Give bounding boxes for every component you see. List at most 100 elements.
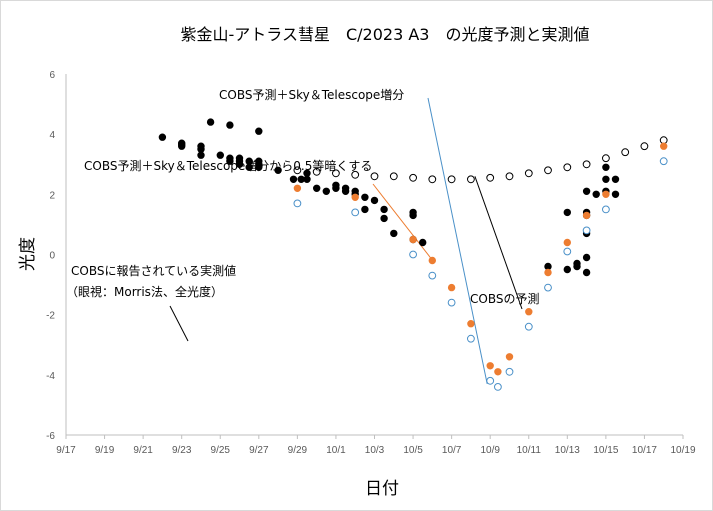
point-sky_telescope — [447, 298, 456, 307]
point-cobs_prediction — [447, 175, 456, 184]
point-observed — [245, 157, 253, 165]
point-observed — [611, 175, 620, 184]
point-minus_half_mag — [486, 362, 494, 370]
point-cobs_prediction — [486, 173, 495, 182]
point-observed — [303, 175, 311, 184]
point-observed — [370, 196, 379, 205]
x-tick-label: 10/7 — [442, 445, 462, 456]
point-minus_half_mag — [351, 193, 359, 202]
axes — [65, 74, 683, 436]
point-minus_half_mag — [660, 142, 668, 150]
point-observed — [380, 205, 388, 214]
point-observed — [206, 118, 215, 126]
point-observed — [380, 214, 388, 223]
leader-observed — [169, 305, 189, 342]
point-observed — [289, 175, 298, 184]
point-observed — [235, 154, 244, 162]
point-observed — [197, 142, 205, 150]
series-observed — [158, 118, 620, 277]
y-tick-label: 0 — [49, 251, 55, 262]
annotation-observed-line2: （眼視：Morris法、全光度） — [66, 284, 223, 299]
point-observed — [563, 265, 571, 274]
point-observed — [419, 238, 427, 247]
point-minus_half_mag — [505, 353, 514, 361]
point-cobs_prediction — [544, 166, 552, 175]
point-sky_telescope — [505, 367, 514, 376]
point-observed — [274, 166, 282, 175]
point-cobs_prediction — [505, 172, 514, 181]
point-observed — [255, 127, 263, 135]
point-observed — [361, 205, 369, 214]
point-cobs_prediction — [621, 148, 630, 157]
point-sky_telescope — [428, 271, 437, 280]
x-tick-labels: 9/17 9/19 9/21 9/23 9/25 9/27 9/29 10/1 10/3 10/5… — [56, 435, 696, 456]
point-sky_telescope — [494, 383, 502, 391]
point-observed — [602, 175, 610, 184]
point-observed — [216, 151, 225, 159]
point-observed — [592, 190, 600, 199]
point-observed — [602, 163, 610, 172]
x-tick-label: 10/3 — [365, 445, 385, 456]
point-cobs_prediction — [467, 175, 475, 184]
series-minus_half_mag — [293, 142, 668, 376]
point-cobs_prediction — [409, 173, 418, 182]
point-cobs_prediction — [351, 170, 360, 179]
point-sky_telescope — [524, 322, 533, 331]
x-tick-label: 10/5 — [403, 445, 423, 456]
point-sky_telescope — [293, 199, 302, 208]
point-observed — [361, 193, 369, 202]
point-observed — [197, 151, 205, 159]
point-sky_telescope — [602, 205, 610, 214]
point-cobs_prediction — [312, 167, 321, 176]
y-tick-label: -2 — [46, 311, 55, 322]
chart-title: 紫金山-アトラス彗星 C/2023 A3 の光度予測と実測値 — [181, 25, 590, 44]
point-sky_telescope — [351, 208, 360, 217]
point-sky_telescope — [563, 247, 572, 256]
x-tick-label: 9/19 — [95, 445, 115, 456]
x-tick-label: 10/9 — [480, 445, 500, 456]
annotation-minus-half: COBS予測＋Sky＆Telescope増分から0.5等暗くする — [84, 158, 372, 173]
point-minus_half_mag — [525, 308, 533, 316]
point-observed — [341, 184, 350, 193]
point-minus_half_mag — [602, 190, 610, 199]
x-tick-label: 9/23 — [172, 445, 192, 456]
point-observed — [226, 121, 234, 129]
point-cobs_prediction — [524, 169, 533, 178]
point-cobs_prediction — [602, 154, 610, 163]
series-sky_telescope — [293, 157, 668, 391]
leader-cobs-prediction — [474, 176, 523, 310]
point-cobs_prediction — [582, 160, 591, 169]
y-tick-label: -4 — [46, 371, 55, 382]
x-tick-label: 9/29 — [288, 445, 308, 456]
series-cobs_prediction — [293, 136, 668, 184]
point-observed — [226, 154, 234, 162]
point-observed — [563, 208, 571, 217]
point-observed — [582, 253, 591, 262]
point-cobs_prediction — [563, 163, 572, 172]
point-sky_telescope — [544, 283, 552, 292]
x-tick-label: 10/17 — [632, 445, 657, 456]
x-tick-label: 9/17 — [56, 445, 76, 456]
point-observed — [582, 187, 591, 196]
y-tick-label: 4 — [49, 130, 55, 141]
y-tick-label: 2 — [49, 190, 55, 201]
annotation-cobs-prediction: COBSの予測 — [470, 292, 539, 306]
x-tick-label: 9/25 — [211, 445, 231, 456]
point-cobs_prediction — [389, 172, 398, 181]
point-observed — [544, 262, 552, 271]
x-tick-label: 10/1 — [326, 445, 346, 456]
point-sky_telescope — [659, 157, 668, 166]
point-sky_telescope — [409, 250, 418, 259]
annotation-observed-line1: COBSに報告されている実測値 — [71, 263, 236, 278]
point-observed — [255, 157, 263, 165]
x-tick-label: 10/11 — [517, 445, 542, 456]
point-cobs_prediction — [332, 169, 340, 178]
point-cobs_prediction — [640, 142, 649, 151]
point-observed — [178, 141, 186, 149]
point-cobs_prediction — [370, 172, 379, 181]
point-observed — [332, 184, 340, 193]
point-sky_telescope — [582, 226, 591, 235]
point-minus_half_mag — [467, 320, 475, 328]
